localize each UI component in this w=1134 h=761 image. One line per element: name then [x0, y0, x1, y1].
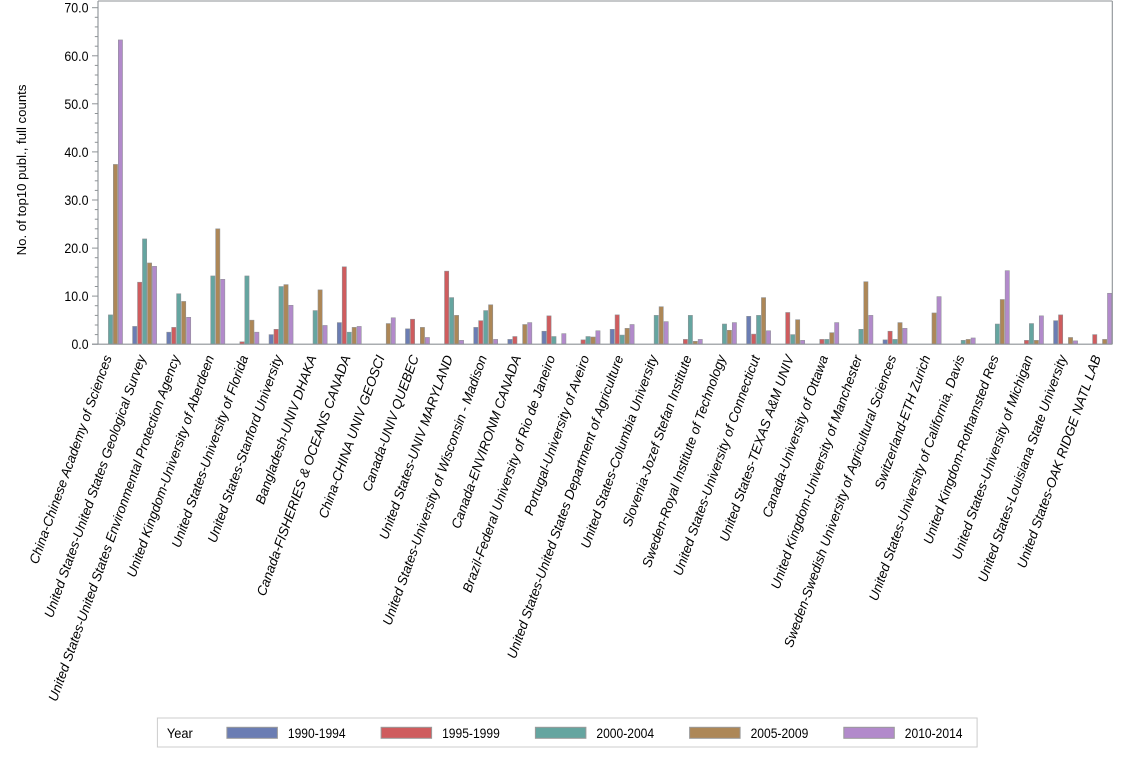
svg-text:2010-2014: 2010-2014 [905, 725, 963, 741]
svg-text:70.0: 70.0 [64, 0, 88, 16]
svg-text:2000-2004: 2000-2004 [596, 725, 654, 741]
svg-text:Year: Year [167, 725, 193, 741]
svg-text:2005-2009: 2005-2009 [751, 725, 809, 741]
svg-text:30.0: 30.0 [64, 192, 88, 208]
svg-text:No. of top10 publ., full count: No. of top10 publ., full counts [14, 84, 29, 255]
svg-text:10.0: 10.0 [64, 288, 88, 304]
svg-text:40.0: 40.0 [64, 144, 88, 160]
svg-text:1995-1999: 1995-1999 [442, 725, 500, 741]
svg-text:1990-1994: 1990-1994 [288, 725, 346, 741]
svg-text:0.0: 0.0 [72, 336, 89, 352]
svg-text:20.0: 20.0 [64, 240, 88, 256]
svg-text:50.0: 50.0 [64, 96, 88, 112]
svg-text:60.0: 60.0 [64, 48, 88, 64]
